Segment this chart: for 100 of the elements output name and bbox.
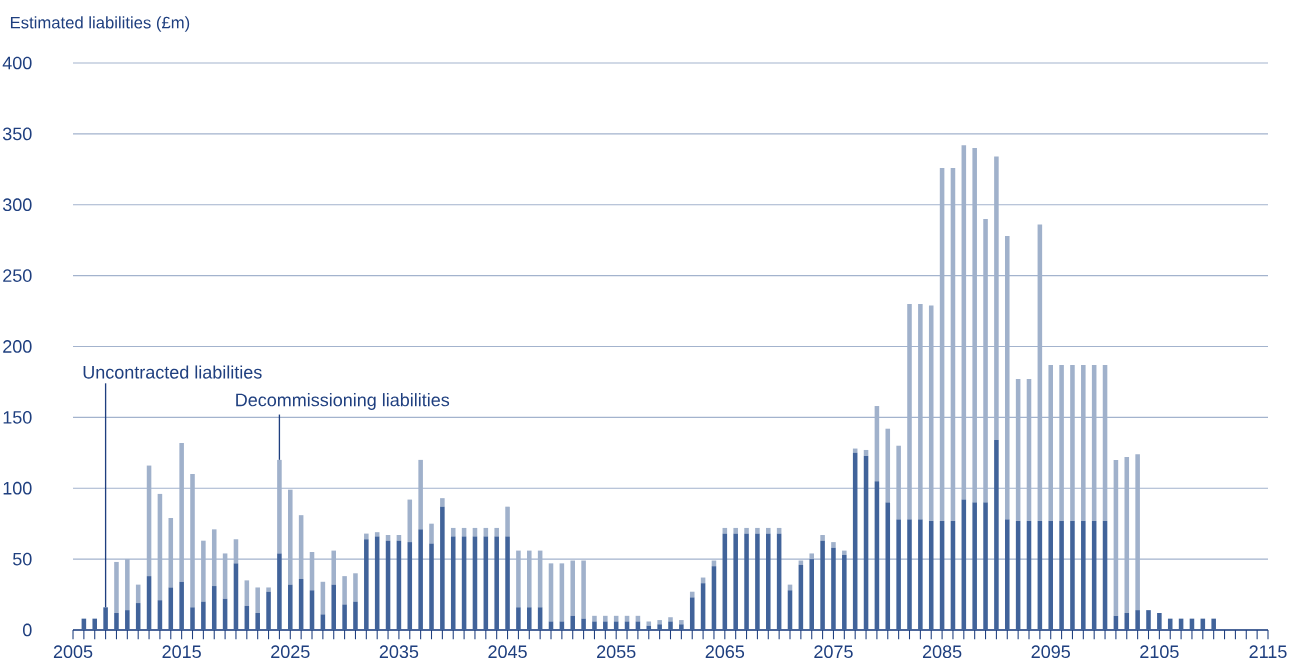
bar [918,519,923,630]
bar [559,621,565,630]
bar [1059,364,1064,521]
bar [320,614,326,630]
y-tick-label: 350 [2,127,32,141]
bar [907,303,912,520]
bar [396,535,402,541]
x-tick-label: 2085 [922,645,962,659]
bar [603,621,608,630]
bar [516,550,521,608]
bar [842,550,847,555]
bar [831,542,836,548]
x-tick-label: 2105 [1140,645,1179,659]
bar [450,527,456,537]
bar [689,597,695,630]
bar [1146,610,1151,630]
bar [211,586,217,630]
bar [201,601,206,630]
bar [820,540,825,630]
bar [744,527,749,534]
bar [1124,612,1130,630]
bar [885,502,891,630]
bar [407,542,413,630]
bar [1048,520,1054,630]
bar [342,576,347,605]
y-tick-label: 0 [23,623,32,637]
bar [776,527,782,534]
bar [1004,519,1010,630]
bar [266,591,271,630]
annotation: Uncontracted liabilities [83,365,262,379]
bar [385,535,391,541]
bar [570,560,576,616]
y-tick-label: 250 [3,269,32,282]
y-tick-label: 50 [12,552,32,566]
bar [581,618,586,630]
bar [288,489,293,585]
bar [1059,520,1064,630]
bar [429,543,434,630]
x-tick-label: 2115 [1249,645,1287,659]
bar [331,584,337,630]
bar [255,612,260,630]
bar [1135,454,1140,611]
bar [211,529,217,587]
bar [429,523,434,544]
bar [646,625,652,630]
bar [114,561,119,613]
bar [668,621,673,630]
bar [342,604,347,630]
y-tick-label: 150 [3,410,32,424]
bar [1211,618,1216,630]
bar [1157,612,1162,630]
x-tick-label: 2095 [1031,645,1070,659]
bar [1004,235,1010,520]
bar [125,559,130,611]
y-tick-label: 400 [2,56,32,70]
bar [92,618,98,630]
bar [657,620,662,625]
x-tick-label: 2035 [379,645,419,659]
bar [592,615,597,622]
bar [1070,364,1075,521]
y-tick-label: 100 [3,481,32,495]
bar [928,305,934,521]
y-tick-label: 300 [2,198,32,212]
bar [1124,457,1130,613]
bar [755,527,760,534]
bar [755,533,760,630]
bar [657,624,662,630]
bar [255,587,260,613]
y-tick-label: 200 [3,340,32,353]
bar [733,527,738,534]
bar [440,498,445,507]
bar [114,612,119,630]
bar [505,506,510,537]
bar [266,587,271,592]
bar [809,559,815,630]
bar [1135,610,1140,630]
bar [331,550,337,585]
bar [440,506,445,630]
bar [1081,364,1086,521]
bar [505,536,510,630]
bar [624,621,630,630]
bar [918,303,923,520]
bar [548,621,554,630]
bar [1081,520,1086,630]
bar [842,554,847,630]
bar [201,540,206,602]
bar [896,445,901,520]
bar [863,449,869,456]
y-axis-title: Estimated liabilities (£m) [10,16,190,32]
bar [907,519,912,630]
bar [190,474,195,608]
bar [733,533,738,630]
bar [722,527,728,534]
x-tick-label: 2045 [488,645,527,659]
bar [103,607,108,630]
bar [983,502,988,630]
bar [353,601,358,630]
bar [179,581,184,630]
bar [635,621,641,630]
bar [570,615,576,630]
